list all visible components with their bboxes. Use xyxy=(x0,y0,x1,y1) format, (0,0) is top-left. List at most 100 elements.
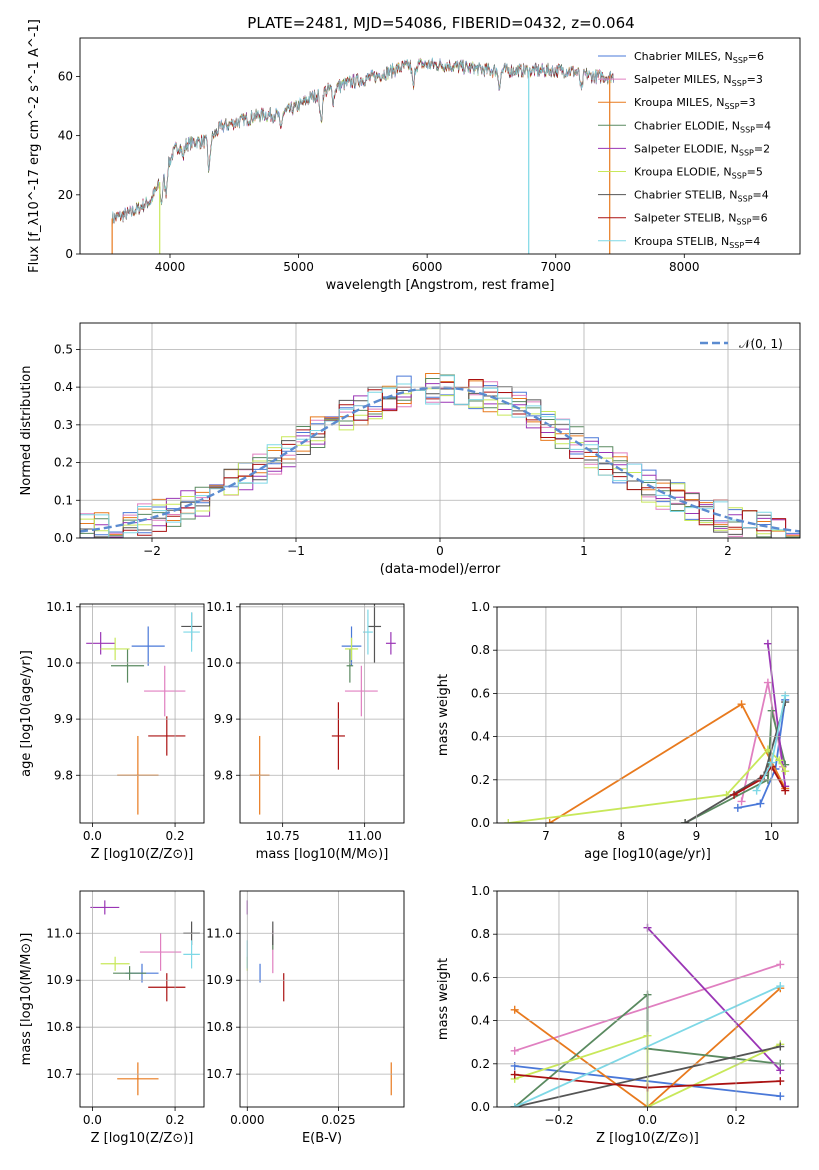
x-axis-label: (data-model)/error xyxy=(380,562,501,577)
x-axis-label: E(B-V) xyxy=(302,1131,342,1146)
weight-line xyxy=(646,927,781,1071)
x-tick-label: −2 xyxy=(143,544,161,558)
y-tick-label: 0.4 xyxy=(54,380,73,394)
legend-label: Kroupa ELODIE, NSSP=5 xyxy=(634,166,763,181)
weight-marker xyxy=(730,790,739,799)
legend-name: Kroupa STELIB, N xyxy=(634,235,729,248)
legend-count: =4 xyxy=(755,119,771,132)
x-axis-label: Z [log10(Z/Z⊙)] xyxy=(91,1131,194,1146)
weight-marker xyxy=(545,819,554,823)
legend-subscript: SSP xyxy=(736,218,751,227)
y-tick-label: 0.5 xyxy=(54,342,73,356)
weight-marker xyxy=(737,700,746,709)
x-tick-label: 5000 xyxy=(283,260,314,274)
x-tick-label: 1 xyxy=(580,544,588,558)
axes-frame xyxy=(79,37,801,255)
legend-name: Salpeter STELIB, N xyxy=(634,212,736,225)
weight-marker xyxy=(781,786,790,795)
plot-area xyxy=(111,57,614,254)
legend-count: =3 xyxy=(739,96,755,109)
y-tick-label: 1.0 xyxy=(471,884,490,898)
x-tick-label: 10.75 xyxy=(265,829,299,843)
y-tick-label: 10.8 xyxy=(206,1020,233,1034)
x-tick-label: 9 xyxy=(693,829,701,843)
legend-subscript: SSP xyxy=(739,148,754,157)
weight-marker xyxy=(510,1103,519,1107)
x-tick-label: 11.00 xyxy=(347,829,381,843)
figure-title: PLATE=2481, MJD=54086, FIBERID=0432, z=0… xyxy=(247,14,634,32)
plot-area xyxy=(504,639,790,823)
legend-count: =3 xyxy=(747,73,763,86)
legend-name: Chabrier STELIB, N xyxy=(634,189,738,202)
legend-subscript: SSP xyxy=(729,241,744,250)
legend-label: Salpeter MILES, NSSP=3 xyxy=(634,73,763,88)
weight-marker xyxy=(776,1077,785,1086)
y-tick-label: 0.4 xyxy=(471,730,490,744)
plot-area xyxy=(90,900,200,1096)
weight-marker xyxy=(781,767,790,776)
axes-frame xyxy=(239,890,405,1108)
axes-frame xyxy=(239,603,405,824)
legend-label: Chabrier ELODIE, NSSP=4 xyxy=(634,119,771,134)
x-tick-label: 0.0 xyxy=(638,1113,657,1127)
x-tick-label: 2 xyxy=(724,544,732,558)
legend-label: 𝒩(0, 1) xyxy=(739,337,783,351)
plot-area xyxy=(249,604,396,815)
plot-area xyxy=(246,900,392,1096)
y-axis-label: mass weight xyxy=(436,958,451,1040)
y-axis-label: Flux [f_λ10^-17 erg cm^-2 s^-1 A^-1] xyxy=(27,19,42,273)
legend: 𝒩(0, 1) xyxy=(700,337,783,351)
legend-label: Kroupa MILES, NSSP=3 xyxy=(634,96,756,111)
weight-marker xyxy=(781,691,790,700)
axes-frame xyxy=(79,322,801,539)
y-tick-label: 10.7 xyxy=(46,1067,73,1081)
y-tick-label: 0.4 xyxy=(471,1014,490,1028)
y-tick-label: 0.0 xyxy=(54,531,73,545)
weight-line xyxy=(508,748,786,823)
y-tick-label: 0.8 xyxy=(471,643,490,657)
y-tick-label: 0.2 xyxy=(471,1057,490,1071)
x-tick-label: −1 xyxy=(287,544,305,558)
weight-marker xyxy=(776,982,785,991)
legend-subscript: SSP xyxy=(740,125,755,134)
y-tick-label: 10.0 xyxy=(206,656,233,670)
x-tick-label: 4000 xyxy=(155,260,186,274)
y-tick-label: 1.0 xyxy=(471,600,490,614)
y-tick-label: 0 xyxy=(65,247,73,261)
panel-age-vs-Z: 0.0 0.2 9.8 9.9 10.0 10.1 Z [log10(Z/Z⊙)] age [… xyxy=(19,600,205,862)
x-tick-label: −0.2 xyxy=(544,1113,573,1127)
x-axis-label: age [log10(age/yr)] xyxy=(584,847,711,862)
y-tick-label: 10.1 xyxy=(206,600,233,614)
legend-subscript: SSP xyxy=(738,195,753,204)
panel-mass-weight-vs-Z: −0.2 0.0 0.2 0.0 0.2 0.4 0.6 0.8 1.0 Z [log10(Z/Z… xyxy=(436,884,799,1146)
y-tick-label: 0.0 xyxy=(471,1100,490,1114)
y-tick-label: 20 xyxy=(58,188,73,202)
axes-frame xyxy=(79,890,205,1108)
weight-marker xyxy=(756,799,765,808)
y-tick-label: 9.9 xyxy=(54,712,73,726)
legend-label: Chabrier MILES, NSSP=6 xyxy=(634,50,764,65)
y-tick-label: 0.2 xyxy=(54,456,73,470)
x-axis-label: Z [log10(Z/Z⊙)] xyxy=(596,1131,699,1146)
y-tick-label: 10.0 xyxy=(46,656,73,670)
y-tick-label: 0.6 xyxy=(471,686,490,700)
legend-label: Salpeter ELODIE, NSSP=2 xyxy=(634,142,770,157)
x-tick-label: 0.025 xyxy=(321,1113,355,1127)
weight-marker xyxy=(775,756,784,765)
y-tick-label: 10.1 xyxy=(46,600,73,614)
spectrum-line xyxy=(111,59,614,227)
y-axis-label: mass weight xyxy=(436,674,451,756)
x-axis-label: wavelength [Angstrom, rest frame] xyxy=(326,278,555,293)
y-tick-label: 0.2 xyxy=(471,773,490,787)
y-tick-label: 10.8 xyxy=(46,1020,73,1034)
y-tick-label: 9.8 xyxy=(214,768,233,782)
x-tick-label: 8000 xyxy=(669,260,700,274)
legend-count: =4 xyxy=(753,189,769,202)
y-tick-label: 11.0 xyxy=(46,926,73,940)
y-tick-label: 40 xyxy=(58,129,73,143)
panel-age-vs-mass: 10.75 11.00 9.8 9.9 10.0 10.1 mass [log10(M/M⊙… xyxy=(206,600,405,862)
x-tick-label: 0.0 xyxy=(83,1113,102,1127)
legend-name: Salpeter ELODIE, N xyxy=(634,142,739,155)
weight-marker xyxy=(776,1042,785,1051)
spectrum-line xyxy=(111,57,614,227)
